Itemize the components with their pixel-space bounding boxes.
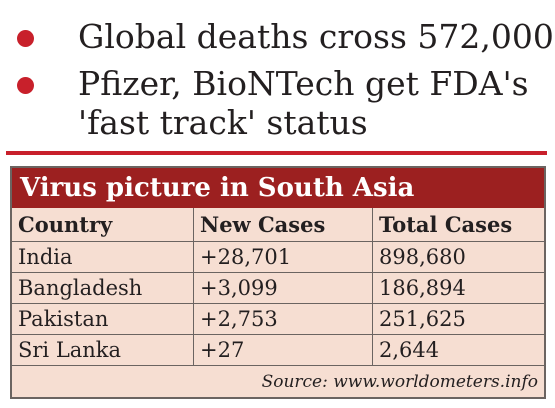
cases-table: Country New Cases Total Cases India +28,…: [12, 208, 544, 366]
column-header-total-cases: Total Cases: [372, 208, 544, 242]
table-header-row: Country New Cases Total Cases: [12, 208, 544, 242]
cell-new-cases: +3,099: [193, 272, 373, 304]
cell-country: India: [12, 241, 194, 273]
cell-country: Sri Lanka: [12, 334, 194, 366]
bullet-text-line-1: Pfizer, BioNTech get FDA's: [78, 64, 529, 103]
bullet-text: Global deaths cross 572,000: [78, 17, 554, 56]
cell-total-cases: 186,894: [372, 272, 544, 304]
cell-total-cases: 898,680: [372, 241, 544, 273]
table-row: Bangladesh +3,099 186,894: [12, 272, 544, 304]
table-row: India +28,701 898,680: [12, 241, 544, 273]
bullet-text-line-2: 'fast track' status: [78, 103, 368, 142]
cell-country: Bangladesh: [12, 272, 194, 304]
bullet-dot-icon: [17, 30, 34, 47]
source-credit: Source: www.worldometers.info: [261, 372, 538, 392]
cell-new-cases: +28,701: [193, 241, 373, 273]
cell-country: Pakistan: [12, 303, 194, 335]
cell-total-cases: 2,644: [372, 334, 544, 366]
divider-rule: [6, 151, 547, 155]
cell-new-cases: +2,753: [193, 303, 373, 335]
cell-new-cases: +27: [193, 334, 373, 366]
column-header-country: Country: [12, 208, 194, 242]
table-row: Sri Lanka +27 2,644: [12, 334, 544, 366]
cell-total-cases: 251,625: [372, 303, 544, 335]
column-header-new-cases: New Cases: [193, 208, 373, 242]
table-row: Pakistan +2,753 251,625: [12, 303, 544, 335]
south-asia-table-panel: Virus picture in South Asia Country New …: [10, 166, 546, 399]
table-title: Virus picture in South Asia: [12, 168, 544, 208]
bullet-dot-icon: [17, 77, 34, 94]
